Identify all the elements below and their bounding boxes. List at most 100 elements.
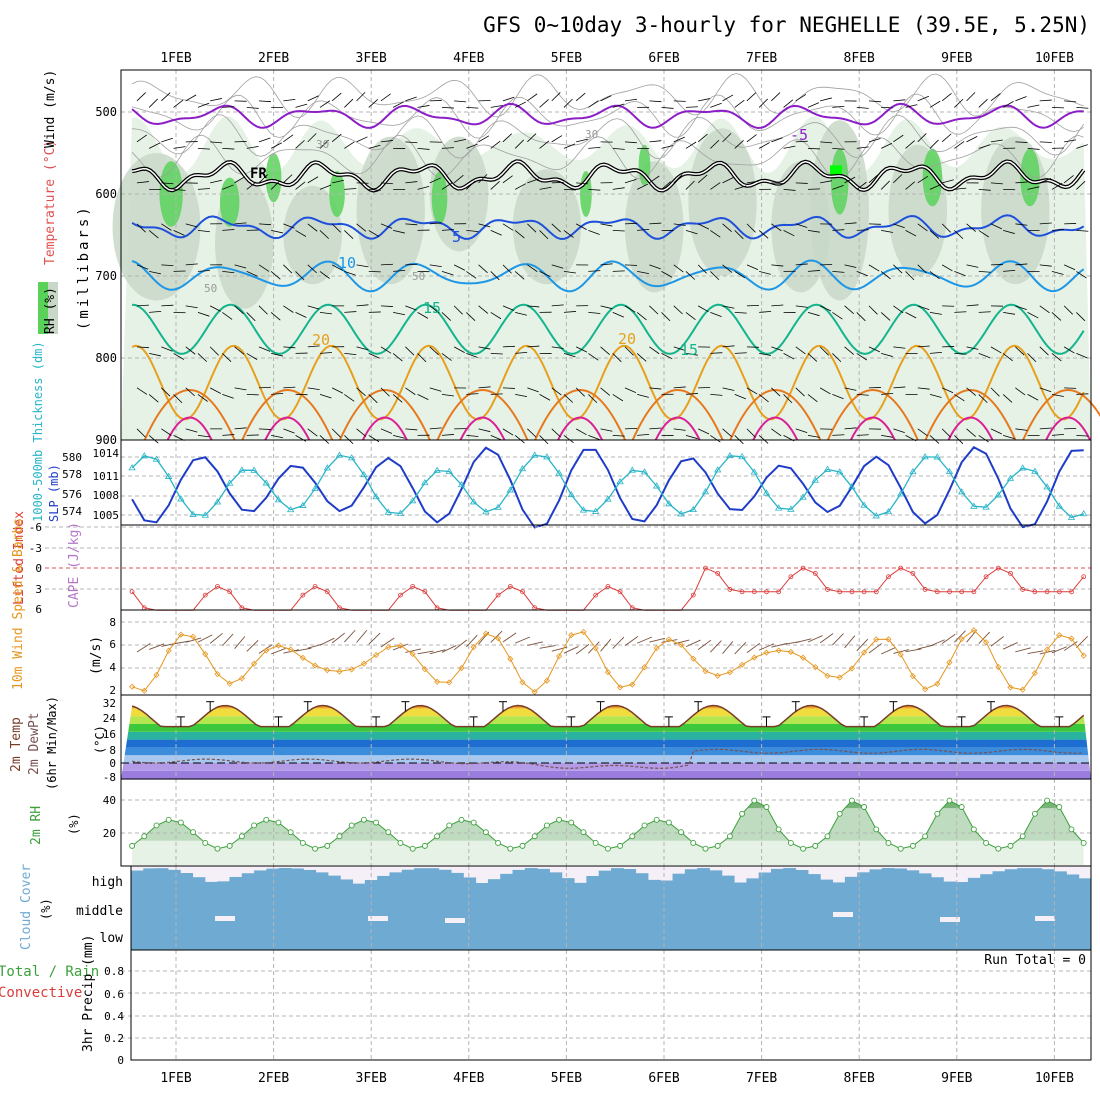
- wind-barb: [258, 137, 271, 143]
- wind-barb: [734, 99, 745, 108]
- wind10-barb: [929, 639, 945, 647]
- slp-marker: [445, 467, 453, 474]
- wind-barb: [393, 435, 405, 439]
- wind-barb: [856, 434, 869, 436]
- cloud-high-bar: [943, 881, 957, 892]
- slp-marker: [640, 468, 649, 475]
- rh2m-marker: [214, 845, 221, 852]
- ytick-w-6: 6: [109, 638, 116, 651]
- wind-barb: [697, 428, 710, 435]
- wind-barb: [685, 141, 697, 149]
- wind10-marker: [507, 655, 514, 662]
- wind-barb: [539, 271, 551, 278]
- wind-barb: [832, 271, 845, 273]
- wind-barb: [807, 148, 820, 150]
- dewpt-label: 2m DewPt: [27, 712, 42, 775]
- wind10-marker: [885, 636, 892, 643]
- wind10-barb: [453, 639, 468, 651]
- rh2m-marker: [299, 840, 306, 846]
- slp-marker: [677, 510, 685, 517]
- li-marker: [727, 587, 733, 592]
- cloud-high-bar: [377, 875, 390, 892]
- cloud-high-bar: [635, 873, 649, 892]
- wind-barb: [295, 103, 308, 108]
- wind-barb: [1027, 312, 1039, 319]
- date-label-top: 3FEB: [356, 51, 387, 66]
- date-axis-top: 1FEB 2FEB 3FEB 4FEB 5FEB 6FEB 7FEB 8FEB 9FEB 10FE…: [160, 51, 1074, 66]
- slp-marker: [848, 483, 856, 490]
- temp-arch-30: [557, 416, 603, 441]
- rh2m-marker: [177, 819, 184, 826]
- wind-barb: [966, 136, 978, 143]
- wind-barb: [441, 394, 454, 397]
- wind-barb: [649, 264, 661, 270]
- wind10-marker: [861, 649, 868, 656]
- wind-barb: [1015, 346, 1025, 356]
- wind10-barb: [502, 632, 517, 643]
- wind-barb: [380, 346, 392, 354]
- li-marker: [215, 584, 220, 589]
- wind-barb: [490, 353, 503, 355]
- slp-marker: [506, 486, 514, 493]
- wind-barb: [514, 230, 525, 239]
- wind-barb: [649, 427, 662, 430]
- wind-barb: [161, 223, 172, 231]
- upper-legend: RH (%) Temperature (°C) Wind (m/s) (mill…: [38, 70, 92, 334]
- wind-barb: [1027, 353, 1037, 363]
- rh-mid-patch: [688, 128, 757, 276]
- cloud-level-low: low: [100, 931, 124, 946]
- cape-panel: -6 -3 0 3 6 Lifted Index CAPE (J/kg): [12, 511, 1091, 616]
- wind-barb: [1051, 433, 1064, 436]
- wind-barb: [636, 183, 649, 190]
- wind-barb: [551, 387, 562, 396]
- wind-barb: [624, 222, 637, 225]
- wind-barb: [429, 222, 442, 225]
- ytick-w-2: 2: [109, 684, 116, 697]
- wind10-label: 10m Wind Speed & Barbs: [11, 518, 26, 690]
- rh2m-marker: [690, 840, 697, 846]
- date-label-bottom: 2FEB: [258, 1071, 289, 1086]
- temp-arch-30: [654, 416, 701, 441]
- cloud-high-bar: [278, 868, 292, 892]
- cloud-high-bar: [180, 873, 194, 892]
- rh2m-marker: [897, 845, 904, 852]
- wind10-barb: [209, 632, 223, 644]
- wind-barb: [929, 100, 941, 108]
- rh2m-marker: [1031, 810, 1038, 817]
- slp-marker: [567, 491, 575, 498]
- wind-barb: [661, 312, 671, 322]
- wind10-barb: [319, 637, 335, 646]
- cloud-grid: [175, 866, 1055, 950]
- wind-barb: [1002, 101, 1014, 108]
- slp-marker: [701, 488, 710, 495]
- ytick-t-0: 0: [109, 757, 116, 770]
- wind10-marker: [1044, 646, 1051, 653]
- wind-barb: [478, 428, 491, 433]
- wind-barb: [344, 311, 357, 313]
- wind-barb: [197, 394, 208, 402]
- wind10-barb: [978, 631, 991, 645]
- wind-barb: [795, 223, 808, 228]
- wind-barb: [783, 99, 794, 108]
- wind-barb: [978, 353, 991, 359]
- temp-arch-25: [338, 389, 431, 441]
- wind-barb: [588, 435, 600, 441]
- rh2m-marker: [775, 826, 782, 833]
- ytick-slp-1014: 1014: [93, 447, 120, 460]
- rh2m-marker: [1044, 797, 1051, 804]
- wind-barb: [637, 271, 650, 275]
- cloud-high-bar: [229, 876, 243, 892]
- wind-barb: [576, 138, 588, 143]
- li-marker: [520, 589, 525, 595]
- wind-barb: [990, 182, 1003, 185]
- wind-barb: [466, 353, 478, 358]
- wind-barb: [783, 394, 793, 404]
- slp-marker: [616, 477, 624, 485]
- cloud-gap: [215, 916, 235, 921]
- wind-barb: [319, 435, 330, 444]
- rh-mid-patch: [356, 136, 425, 285]
- wind10-marker: [275, 642, 282, 649]
- wind-barb: [844, 427, 857, 430]
- wind-barb: [429, 427, 442, 430]
- rh2m-marker: [995, 845, 1002, 852]
